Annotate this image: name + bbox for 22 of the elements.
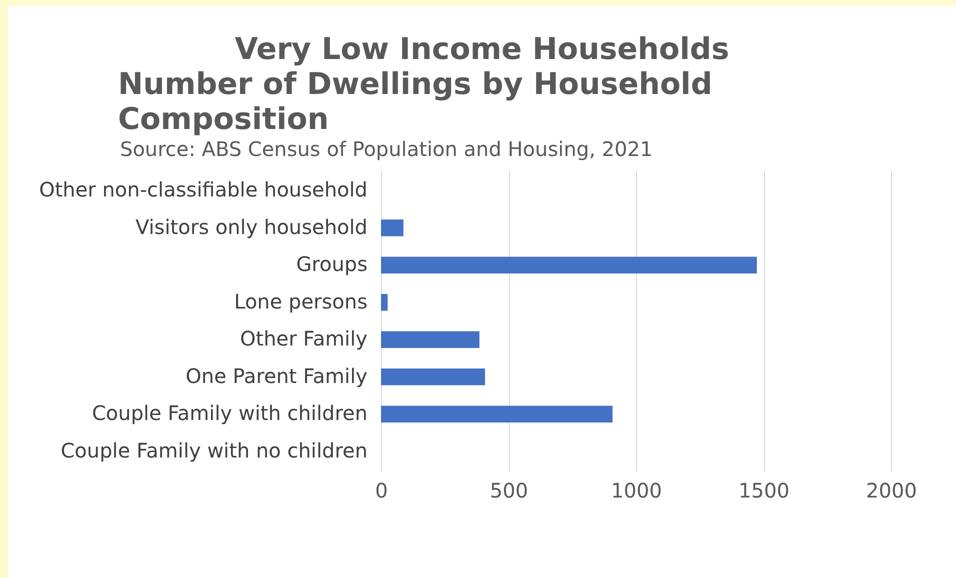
bar — [381, 406, 613, 423]
bar — [381, 331, 480, 348]
y-tick-label: Other Family — [240, 326, 368, 351]
y-tick-label: Couple Family with children — [92, 401, 368, 426]
x-tick-label: 1500 — [738, 478, 790, 502]
x-tick-label: 0 — [375, 478, 388, 502]
y-tick-label: One Parent Family — [186, 364, 368, 388]
bar — [381, 219, 404, 236]
bar — [381, 294, 388, 311]
x-tick-label: 2000 — [866, 478, 917, 502]
y-tick-label: Visitors only household — [136, 214, 368, 239]
y-tick-label: Other non-classifiable household — [39, 178, 368, 202]
x-tick-label: 1000 — [611, 478, 662, 502]
y-tick-label: Groups — [296, 252, 368, 276]
y-tick-label: Couple Family with no children — [60, 438, 368, 462]
chart-subtitle: Number of Dwellings by Household Composition — [118, 67, 714, 137]
y-tick-label: Lone persons — [234, 289, 368, 314]
chart-title: Very Low Income Households — [234, 32, 730, 67]
source-note: Source: ABS Census of Population and Housing, 2021 — [120, 137, 654, 161]
bar — [381, 256, 757, 274]
bar — [381, 368, 486, 386]
x-tick-label: 500 — [490, 478, 528, 502]
